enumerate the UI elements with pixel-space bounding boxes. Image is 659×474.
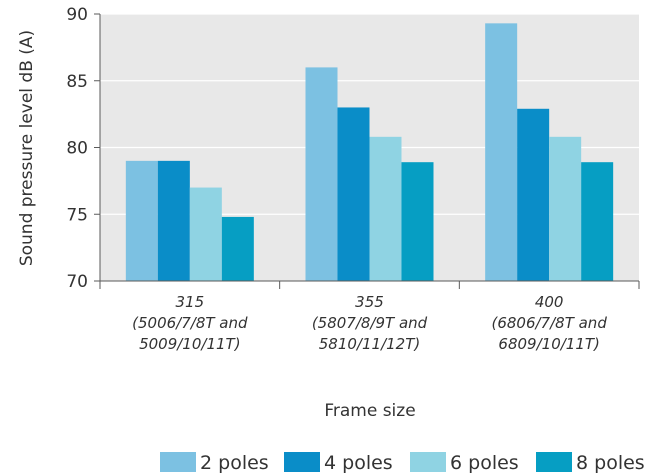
x-axis-ticks: 315 (5006/7/8T and 5009/10/11T) 355 (5807/8/… bbox=[99, 281, 640, 353]
x-category-label: 315 bbox=[176, 293, 205, 311]
y-tick-label: 75 bbox=[66, 205, 88, 225]
bar-4-poles-2 bbox=[517, 108, 550, 281]
legend: 2 poles 4 poles 6 poles 8 poles bbox=[160, 452, 645, 474]
x-axis-title: Frame size bbox=[324, 401, 415, 421]
legend-label: 6 poles bbox=[450, 452, 519, 474]
bar-4-poles-1 bbox=[337, 107, 370, 281]
y-tick-label: 85 bbox=[66, 72, 88, 92]
legend-swatch-6-poles bbox=[410, 452, 446, 472]
x-category-label: 400 bbox=[535, 293, 564, 311]
bars bbox=[125, 23, 614, 282]
bar-8-poles-1 bbox=[401, 162, 434, 281]
legend-label: 8 poles bbox=[576, 452, 645, 474]
x-category-label: 5009/10/11T) bbox=[139, 335, 240, 353]
x-category-label: (6806/7/8T and bbox=[491, 314, 607, 332]
x-category-label: 355 bbox=[355, 293, 384, 311]
bar-6-poles-2 bbox=[549, 136, 582, 281]
bar-8-poles-0 bbox=[221, 216, 254, 281]
y-axis-ticks: 70 75 80 85 90 bbox=[66, 5, 100, 292]
y-tick-label: 80 bbox=[66, 139, 88, 159]
bar-6-poles-1 bbox=[369, 136, 402, 281]
legend-label: 4 poles bbox=[324, 452, 393, 474]
legend-swatch-8-poles bbox=[536, 452, 572, 472]
x-category-label: 6809/10/11T) bbox=[498, 335, 599, 353]
bar-2-poles-0 bbox=[125, 160, 158, 281]
x-category-label: (5006/7/8T and bbox=[132, 314, 248, 332]
bar-8-poles-2 bbox=[581, 162, 614, 281]
bar-6-poles-0 bbox=[189, 187, 222, 281]
legend-swatch-2-poles bbox=[160, 452, 196, 472]
bar-2-poles-2 bbox=[485, 23, 518, 281]
bar-4-poles-0 bbox=[157, 160, 190, 281]
y-axis-title: Sound pressure level dB (A) bbox=[17, 30, 37, 266]
x-category-label: (5807/8/9T and bbox=[312, 314, 428, 332]
x-category-label: 5810/11/12T) bbox=[319, 335, 420, 353]
y-tick-label: 90 bbox=[66, 5, 88, 25]
bar-2-poles-1 bbox=[305, 67, 338, 282]
legend-swatch-4-poles bbox=[284, 452, 320, 472]
legend-label: 2 poles bbox=[200, 452, 269, 474]
y-tick-label: 70 bbox=[66, 272, 88, 292]
